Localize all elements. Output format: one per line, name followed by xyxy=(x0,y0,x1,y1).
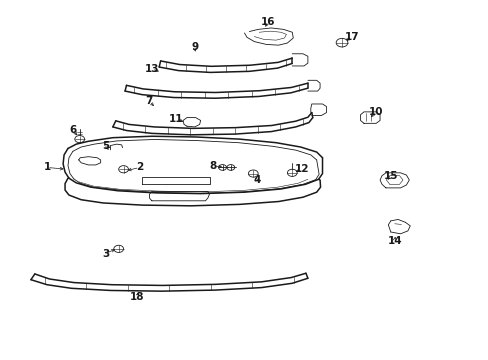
Text: 2: 2 xyxy=(136,162,143,172)
Text: 12: 12 xyxy=(294,164,308,174)
Text: 5: 5 xyxy=(102,141,109,151)
Text: 18: 18 xyxy=(130,292,144,302)
Text: 13: 13 xyxy=(144,64,159,74)
Text: 14: 14 xyxy=(386,236,401,246)
Text: 4: 4 xyxy=(252,175,260,185)
Text: 3: 3 xyxy=(102,248,109,258)
Text: 6: 6 xyxy=(69,125,76,135)
Text: 10: 10 xyxy=(368,107,383,117)
Text: 7: 7 xyxy=(145,96,153,106)
Text: 9: 9 xyxy=(191,42,198,52)
Text: 11: 11 xyxy=(169,114,183,124)
Text: 8: 8 xyxy=(209,161,216,171)
Text: 17: 17 xyxy=(344,32,358,41)
Text: 1: 1 xyxy=(43,162,51,172)
Text: 16: 16 xyxy=(260,17,275,27)
Text: 15: 15 xyxy=(383,171,397,181)
